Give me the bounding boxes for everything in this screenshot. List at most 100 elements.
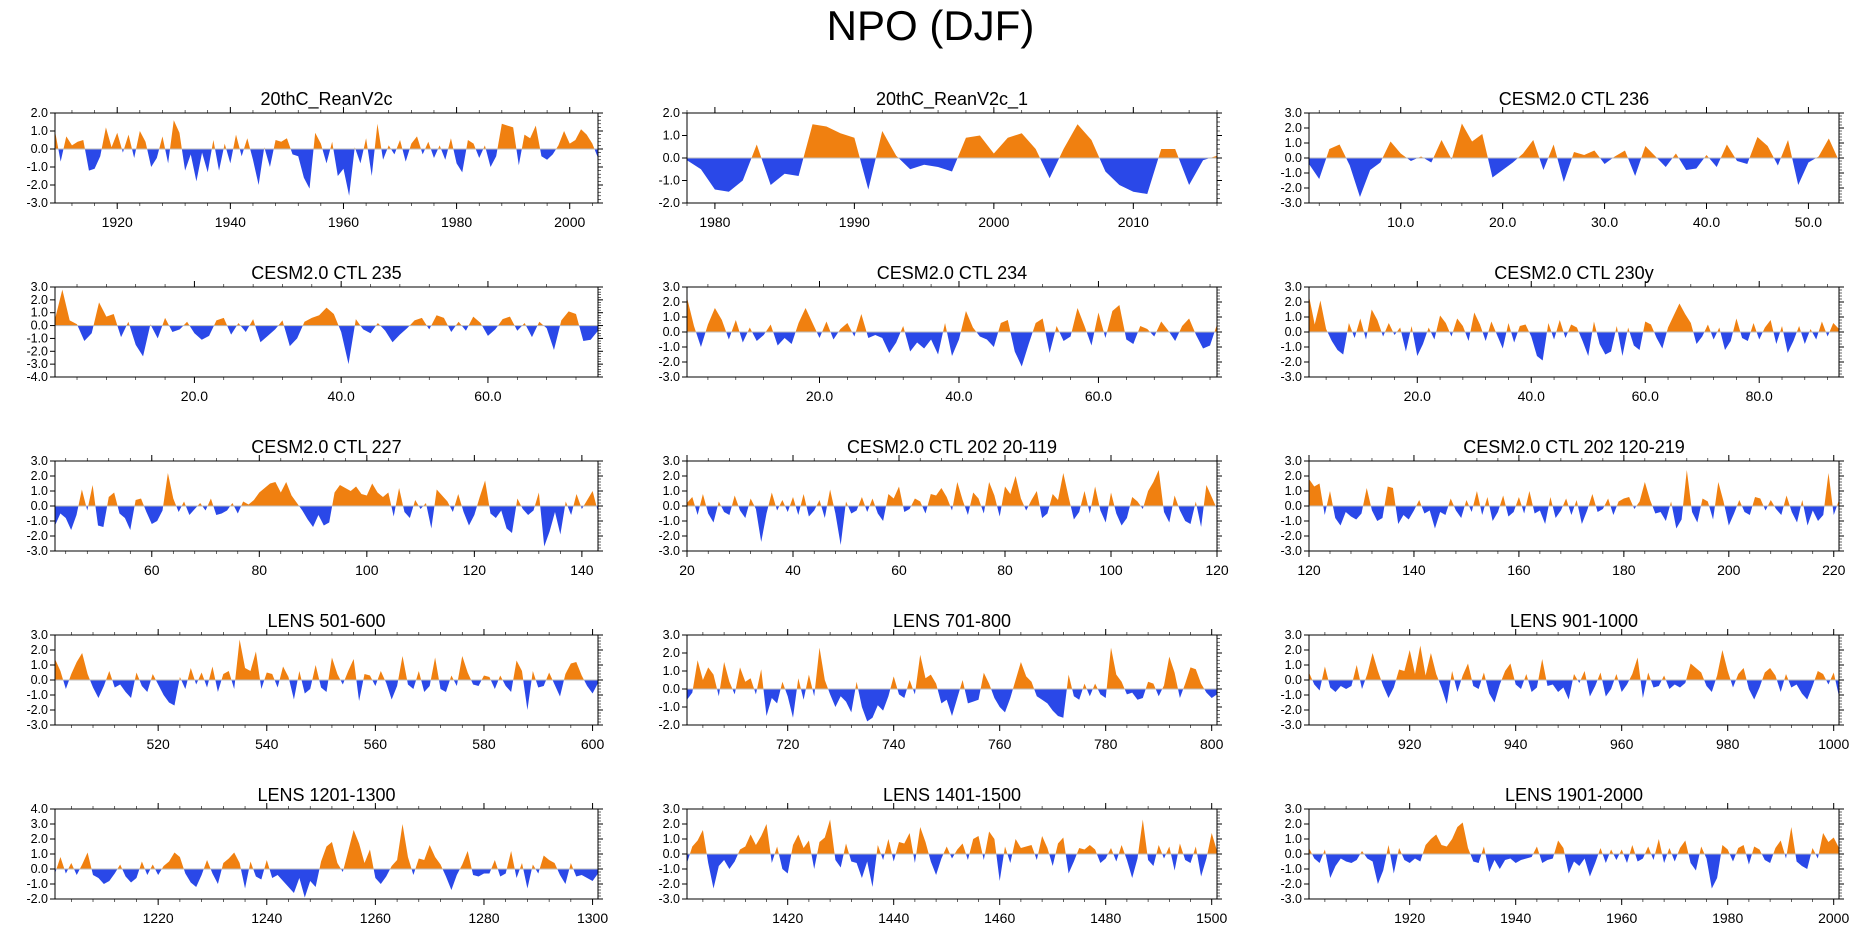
x-tick-label: 560 <box>364 736 388 752</box>
y-tick-label: 0.0 <box>663 847 680 861</box>
positive-area <box>1309 645 1836 680</box>
x-tick-label: 2010 <box>1118 214 1149 230</box>
x-tick-label: 120 <box>1297 562 1321 578</box>
negative-area <box>55 869 598 898</box>
x-tick-label: 2000 <box>978 214 1009 230</box>
x-tick-label: 520 <box>146 736 170 752</box>
negative-area <box>695 332 1215 367</box>
y-tick-label: 1.0 <box>663 664 680 678</box>
x-tick-label: 140 <box>1402 562 1426 578</box>
y-tick-label: 3.0 <box>31 817 48 831</box>
x-tick-label: 760 <box>988 736 1012 752</box>
y-tick-label: 1.0 <box>31 847 48 861</box>
panel-title: LENS 1201-1300 <box>257 785 395 805</box>
negative-area <box>1312 854 1819 889</box>
y-tick-label: 3.0 <box>31 454 48 468</box>
positive-area <box>687 297 1217 332</box>
panel-14: LENS 1401-1500 3.02.01.00.0-1.0-2.0-3.0 14… <box>658 785 1227 926</box>
y-tick-label: -2.0 <box>26 892 48 906</box>
positive-area <box>78 473 597 506</box>
panel-title: CESM2.0 CTL 235 <box>251 263 401 283</box>
plot-frame <box>686 634 1218 726</box>
y-tick-label: 3.0 <box>663 628 680 642</box>
y-tick-label: -3.0 <box>1280 718 1302 732</box>
y-tick-label: -3.0 <box>26 196 48 210</box>
y-tick-label: 2.0 <box>663 469 680 483</box>
panel-title: LENS 1401-1500 <box>883 785 1021 805</box>
y-tick-label: 3.0 <box>663 802 680 816</box>
y-tick-label: 3.0 <box>663 280 680 294</box>
positive-area <box>56 824 574 869</box>
y-tick-label: 2.0 <box>663 106 680 120</box>
y-tick-label: -3.0 <box>658 544 680 558</box>
y-tick-label: 1.0 <box>663 310 680 324</box>
y-tick-label: 1.0 <box>1285 136 1302 150</box>
panel-title: LENS 501-600 <box>267 611 385 631</box>
positive-area <box>1309 822 1839 854</box>
negative-area <box>687 689 1217 722</box>
y-tick-label: 1.0 <box>663 129 680 143</box>
positive-area <box>55 120 595 149</box>
positive-area <box>751 124 1217 158</box>
x-tick-label: 80 <box>252 562 268 578</box>
y-tick-label: -2.0 <box>26 344 48 358</box>
x-tick-label: 60.0 <box>474 388 501 404</box>
y-tick-label: -1.0 <box>26 514 48 528</box>
panel-1: 20thC_ReanV2c 2.0 1.0 0.0 -1.0 -2.0 -3.0 1920 19… <box>26 89 603 230</box>
x-tick-label: 920 <box>1398 736 1422 752</box>
x-tick-label: 20.0 <box>1489 214 1516 230</box>
x-tick-label: 20.0 <box>806 388 833 404</box>
x-tick-label: 1240 <box>251 910 282 926</box>
x-tick-label: 60 <box>891 562 907 578</box>
y-tick-label: 3.0 <box>31 628 48 642</box>
y-tick-label: 0.0 <box>663 682 680 696</box>
x-tick-label: 40 <box>785 562 801 578</box>
x-tick-label: 40.0 <box>328 388 355 404</box>
x-tick-label: 40.0 <box>1518 388 1545 404</box>
y-tick-label: -2.0 <box>1280 877 1302 891</box>
x-tick-label: 1960 <box>1606 910 1637 926</box>
x-tick-label: 1260 <box>360 910 391 926</box>
x-tick-label: 800 <box>1200 736 1224 752</box>
y-tick-label: -3.0 <box>658 370 680 384</box>
panel-13: LENS 1201-1300 4.03.02.01.00.0-1.0-2.0 122… <box>26 785 608 926</box>
negative-area <box>55 506 598 547</box>
y-tick-label: -1.0 <box>658 514 680 528</box>
panel-5: CESM2.0 CTL 234 3.02.01.00.0-1.0-2.0-3.0 2… <box>658 263 1222 404</box>
x-tick-label: 2000 <box>1818 910 1849 926</box>
y-tick-label: 1.0 <box>1285 658 1302 672</box>
y-tick-label: -1.0 <box>1280 166 1302 180</box>
figure-title: NPO (DJF) <box>826 2 1035 49</box>
panel-title: CESM2.0 CTL 202 20-119 <box>847 437 1057 457</box>
x-tick-label: 30.0 <box>1591 214 1618 230</box>
panel-title: CESM2.0 CTL 236 <box>1499 89 1649 109</box>
panel-title: 20thC_ReanV2c <box>260 89 392 110</box>
panel-11: LENS 701-800 3.0 2.0 1.0 0.0 -1.0 -2.0 720 740 76… <box>658 611 1223 752</box>
y-tick-label: -2.0 <box>658 877 680 891</box>
panel-4: CESM2.0 CTL 235 3.02.01.00.0-1.0-2.0-3.0-… <box>26 263 603 404</box>
y-tick-label: -3.0 <box>1280 544 1302 558</box>
x-tick-label: 180 <box>1612 562 1636 578</box>
negative-area <box>1327 332 1830 361</box>
y-tick-label: 2.0 <box>1285 469 1302 483</box>
y-tick-label: 1.0 <box>663 832 680 846</box>
x-tick-label: 1960 <box>328 214 359 230</box>
y-tick-label: 3.0 <box>1285 280 1302 294</box>
y-tick-label: -2.0 <box>658 355 680 369</box>
y-tick-label: -1.0 <box>1280 514 1302 528</box>
x-tick-label: 1460 <box>984 910 1015 926</box>
x-tick-label: 940 <box>1504 736 1528 752</box>
panel-title: CESM2.0 CTL 230y <box>1494 263 1653 283</box>
x-tick-label: 60 <box>144 562 160 578</box>
panel-title: LENS 701-800 <box>893 611 1011 631</box>
x-tick-label: 1980 <box>441 214 472 230</box>
positive-area <box>1326 123 1838 158</box>
x-tick-label: 20 <box>679 562 695 578</box>
panel-3: CESM2.0 CTL 236 3.02.01.00.0-1.0-2.0-3.0 1… <box>1280 89 1844 230</box>
x-tick-label: 1000 <box>1818 736 1849 752</box>
negative-area <box>1309 158 1839 197</box>
plot-frame <box>54 286 599 378</box>
positive-area <box>55 639 585 680</box>
